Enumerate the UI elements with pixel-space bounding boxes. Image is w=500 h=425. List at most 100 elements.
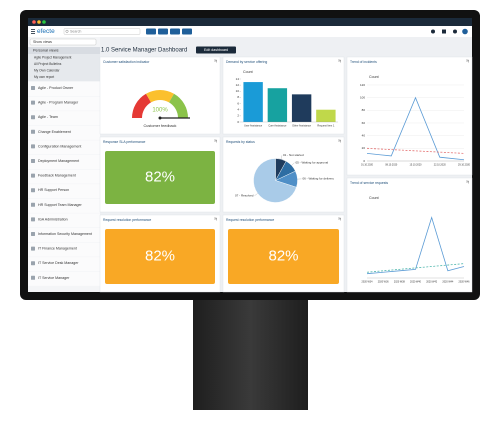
widget-title: Trend of incidents xyxy=(350,60,377,64)
y-tick-label: 20 xyxy=(362,146,366,150)
edit-button[interactable] xyxy=(196,46,236,54)
view-item-bg[interactable] xyxy=(28,213,100,228)
kpi-value: 82% xyxy=(145,168,175,185)
view-item-bg[interactable] xyxy=(28,169,100,184)
view-icon xyxy=(31,115,35,120)
series-line xyxy=(366,147,465,154)
expand-icon[interactable] xyxy=(214,59,217,63)
personal-views-list xyxy=(28,54,100,81)
gauge-value: 100% xyxy=(152,108,168,114)
view-item: Configuration Management xyxy=(38,144,81,148)
view-item-bg[interactable] xyxy=(28,155,100,169)
y-tick-label: 0 xyxy=(363,159,365,163)
view-icon xyxy=(31,86,35,90)
search-box[interactable] xyxy=(63,28,141,35)
y-tick-label: 40 xyxy=(362,133,366,137)
window-maximize[interactable] xyxy=(42,20,46,24)
x-tick-label: 2020 W34 xyxy=(362,281,374,284)
window-close[interactable] xyxy=(32,20,36,24)
widget-title: Customer satisfaction indicator xyxy=(103,60,150,64)
view-icon xyxy=(31,275,35,280)
view-item-bg[interactable] xyxy=(28,271,100,286)
x-tick-label: User Assistance xyxy=(244,125,263,128)
expand-icon[interactable] xyxy=(338,217,341,221)
pie-label: 01 - Not started xyxy=(283,153,304,157)
gauge-label: Customer feedback xyxy=(144,124,177,128)
expand-icon[interactable] xyxy=(214,139,217,143)
pie-label: 06 - Waiting for delivery xyxy=(302,177,334,181)
view-item-bg[interactable] xyxy=(28,184,100,199)
view-item: HR Support Person xyxy=(38,188,69,192)
x-tick-label: Other Assistance xyxy=(292,125,312,128)
view-select[interactable] xyxy=(29,38,97,46)
x-tick-label: Core Assistance xyxy=(268,125,287,128)
view-item: HR Support Team Manager xyxy=(38,203,82,207)
y-axis-label: Count xyxy=(243,70,253,74)
view-item: IT Service Manager xyxy=(38,276,70,280)
title-bar xyxy=(28,18,472,26)
view-item-bg[interactable] xyxy=(28,228,100,242)
view-item-bg[interactable] xyxy=(28,111,100,126)
view-icon xyxy=(31,159,35,163)
view-item-bg[interactable] xyxy=(28,125,100,140)
view-select-label: Show views xyxy=(33,40,52,44)
header-icons[interactable] xyxy=(431,28,468,35)
view-icon xyxy=(31,173,35,178)
view-item-bg[interactable] xyxy=(28,257,100,272)
view-item-bg[interactable] xyxy=(28,242,100,257)
kpi-tile xyxy=(105,229,215,284)
view-item: Agile - Program Manager xyxy=(38,101,79,105)
pie-label: 07 - Resolved xyxy=(235,194,254,198)
x-tick-label: 2020 W40 xyxy=(410,281,422,284)
expand-icon[interactable] xyxy=(466,59,469,63)
view-icon xyxy=(31,129,35,134)
y-tick-label: 8 xyxy=(237,95,239,99)
x-tick-label: Request Item 1 xyxy=(317,125,335,128)
gauge-band xyxy=(132,93,151,118)
y-tick-label: 60 xyxy=(362,121,366,125)
dashboard-title: 1.0 Service Manager Dashboard xyxy=(101,48,187,54)
view-icon xyxy=(31,100,35,105)
menu-icon[interactable] xyxy=(31,29,35,34)
view-item: Feedback Management xyxy=(38,174,76,178)
view-item: Change Enablement xyxy=(38,130,71,134)
view-item-bg[interactable] xyxy=(28,96,100,111)
view-item-bg[interactable] xyxy=(28,198,100,213)
window-minimize[interactable] xyxy=(37,20,41,24)
y-tick-label: 6 xyxy=(237,101,239,105)
pie-leader xyxy=(280,155,283,160)
widget-title: Request resolution performance xyxy=(226,218,274,222)
gauge-band xyxy=(146,90,174,103)
personal-views-header[interactable] xyxy=(28,47,100,54)
personal-view-item[interactable]: My own report xyxy=(34,75,54,79)
view-item: IGA Administration xyxy=(38,217,68,221)
view-item-bg[interactable] xyxy=(28,140,100,155)
y-tick-label: 100 xyxy=(360,95,365,99)
personal-view-item[interactable]: Agile Project Management xyxy=(34,55,71,59)
gauge-band xyxy=(169,93,188,118)
header xyxy=(28,26,472,37)
widget xyxy=(346,56,473,176)
widget-title: Response SLA performance xyxy=(103,140,146,144)
monitor-stand xyxy=(193,296,308,410)
toolbar[interactable] xyxy=(146,28,192,35)
view-item-bg[interactable] xyxy=(28,82,100,96)
x-tick-label: 2020 W36 xyxy=(378,281,390,284)
kpi-value: 82% xyxy=(268,247,298,264)
x-tick-label: 01.10.2020 xyxy=(361,164,374,167)
edit-button-label: Edit dashboard xyxy=(204,48,228,52)
expand-icon[interactable] xyxy=(338,139,341,143)
expand-icon[interactable] xyxy=(214,217,217,221)
expand-icon[interactable] xyxy=(466,180,469,184)
personal-view-item[interactable]: My Own Calendar xyxy=(34,68,60,72)
personal-view-item[interactable]: All Project Bulletins xyxy=(34,62,62,66)
widget-title: Request resolution performance xyxy=(103,218,151,222)
x-tick-label: 15.10.2020 xyxy=(410,164,423,167)
expand-icon[interactable] xyxy=(338,59,341,63)
view-icon xyxy=(31,261,35,266)
x-tick-label: 2020 W38 xyxy=(394,281,406,284)
y-tick-label: 0 xyxy=(237,120,239,124)
pie-slice xyxy=(253,158,297,203)
view-item: Agile - Product Owner xyxy=(38,86,74,90)
